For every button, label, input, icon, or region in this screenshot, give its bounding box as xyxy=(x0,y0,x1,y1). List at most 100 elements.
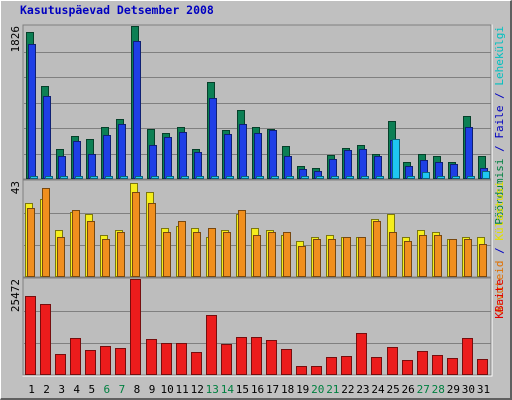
bar-bottom-kbaite-day-18 xyxy=(281,349,292,375)
x-tick-label-day-26: 26 xyxy=(402,383,415,396)
bar-mid-arvuteid-day-3 xyxy=(57,237,65,277)
legend-bottom: KBaite xyxy=(493,279,506,319)
x-tick-label-day-22: 22 xyxy=(341,383,354,396)
ymax-label-top: 1826 xyxy=(9,26,22,53)
legend-part-0: Pöördumisi xyxy=(493,158,506,224)
bar-bottom-kbaite-day-13 xyxy=(206,315,217,375)
x-tick-label-day-4: 4 xyxy=(73,383,80,396)
ymax-label-mid: 43 xyxy=(9,181,22,194)
x-tick-label-day-2: 2 xyxy=(43,383,50,396)
bar-top-faile-day-4 xyxy=(73,141,81,179)
ymax-label-bottom: 25472 xyxy=(9,279,22,312)
bar-bottom-kbaite-day-8 xyxy=(130,279,141,375)
bar-top-lehekülgi-day-23 xyxy=(361,176,369,179)
bar-bottom-kbaite-day-21 xyxy=(326,357,337,375)
x-tick-label-day-14: 14 xyxy=(221,383,235,396)
panel-top: 1826 Pöördumisi / Faile / Lehekülgi xyxy=(9,24,506,225)
bar-top-faile-day-14 xyxy=(224,134,232,179)
x-tick-label-day-12: 12 xyxy=(191,383,204,396)
bar-mid-arvuteid-day-5 xyxy=(87,221,95,277)
bar-mid-arvuteid-day-15 xyxy=(238,210,246,277)
bar-top-faile-day-7 xyxy=(118,124,126,179)
bar-mid-arvuteid-day-20 xyxy=(313,239,321,277)
bar-bottom-kbaite-day-27 xyxy=(417,351,428,375)
x-tick-label-day-16: 16 xyxy=(251,383,264,396)
bar-top-lehekülgi-day-25 xyxy=(392,139,400,179)
bar-bottom-kbaite-day-31 xyxy=(477,359,488,375)
x-tick-label-day-3: 3 xyxy=(58,383,65,396)
bar-mid-arvuteid-day-23 xyxy=(358,237,366,277)
panel-mid: 43 Arvuteid / Külastusi xyxy=(9,179,506,313)
bar-mid-arvuteid-day-9 xyxy=(148,203,156,277)
bar-top-lehekülgi-day-12 xyxy=(196,176,204,179)
legend-part-3: / xyxy=(493,86,506,106)
bar-top-lehekülgi-day-3 xyxy=(60,176,68,179)
panel-bottom: 25472 KBaite xyxy=(9,277,506,377)
bar-top-faile-day-13 xyxy=(209,98,217,179)
x-tick-label-day-1: 1 xyxy=(28,383,35,396)
legend-part-2: Faile xyxy=(493,105,506,138)
bar-bottom-kbaite-day-10 xyxy=(161,343,172,375)
bar-mid-arvuteid-day-21 xyxy=(328,239,336,277)
bar-top-lehekülgi-day-14 xyxy=(226,176,234,179)
bar-top-faile-day-8 xyxy=(133,41,141,179)
bar-top-faile-day-11 xyxy=(179,132,187,179)
x-tick-label-day-13: 13 xyxy=(206,383,219,396)
x-tick-label-day-18: 18 xyxy=(281,383,294,396)
bar-top-lehekülgi-day-9 xyxy=(151,176,159,179)
bar-top-faile-day-12 xyxy=(194,152,202,179)
x-tick-label-day-9: 9 xyxy=(149,383,156,396)
bar-top-lehekülgi-day-11 xyxy=(181,176,189,179)
bar-top-faile-day-1 xyxy=(28,44,36,179)
bar-top-faile-day-30 xyxy=(465,127,473,179)
bar-top-lehekülgi-day-7 xyxy=(120,176,128,179)
bar-bottom-kbaite-day-2 xyxy=(40,304,51,375)
bar-top-lehekülgi-day-31 xyxy=(482,171,490,179)
bar-top-faile-day-10 xyxy=(164,137,172,179)
bar-mid-arvuteid-day-14 xyxy=(223,232,231,277)
legend-part-0: Arvuteid xyxy=(493,260,506,313)
bar-top-lehekülgi-day-16 xyxy=(256,176,264,179)
bar-mid-arvuteid-day-30 xyxy=(464,239,472,277)
x-tick-label-day-31: 31 xyxy=(477,383,490,396)
bar-bottom-kbaite-day-1 xyxy=(25,296,36,375)
chart-title: Kasutuspäevad Detsember 2008 xyxy=(20,3,214,17)
bar-mid-arvuteid-day-25 xyxy=(389,232,397,277)
bar-bottom-kbaite-day-17 xyxy=(266,340,277,375)
x-tick-label-day-11: 11 xyxy=(176,383,189,396)
bar-mid-arvuteid-day-13 xyxy=(208,228,216,277)
bar-top-lehekülgi-day-20 xyxy=(316,176,324,179)
bar-bottom-kbaite-day-12 xyxy=(191,352,202,375)
bar-top-lehekülgi-day-22 xyxy=(346,176,354,179)
bar-bottom-kbaite-day-28 xyxy=(432,355,443,375)
x-tick-label-day-5: 5 xyxy=(88,383,95,396)
legend-part-0: KBaite xyxy=(493,279,506,319)
x-tick-label-day-23: 23 xyxy=(356,383,369,396)
bar-top-faile-day-9 xyxy=(149,145,157,179)
bar-top-lehekülgi-day-30 xyxy=(467,176,475,179)
x-tick-label-day-17: 17 xyxy=(266,383,279,396)
x-tick-label-day-6: 6 xyxy=(104,383,111,396)
bar-top-lehekülgi-day-29 xyxy=(452,176,460,179)
x-tick-label-day-24: 24 xyxy=(371,383,385,396)
bar-bottom-kbaite-day-15 xyxy=(236,337,247,375)
bar-top-lehekülgi-day-28 xyxy=(437,176,445,179)
bar-top-lehekülgi-day-17 xyxy=(271,176,279,179)
bar-top-faile-day-22 xyxy=(344,150,352,179)
bar-top-lehekülgi-day-19 xyxy=(301,176,309,179)
bar-bottom-kbaite-day-19 xyxy=(296,366,307,375)
bar-bottom-kbaite-day-30 xyxy=(462,338,473,375)
bar-mid-arvuteid-day-26 xyxy=(404,241,412,277)
bar-bottom-kbaite-day-3 xyxy=(55,354,66,375)
x-tick-label-day-30: 30 xyxy=(462,383,475,396)
bar-mid-arvuteid-day-31 xyxy=(479,244,487,277)
x-tick-label-day-21: 21 xyxy=(326,383,339,396)
bar-bottom-kbaite-day-24 xyxy=(371,357,382,375)
bar-top-lehekülgi-day-18 xyxy=(286,176,294,179)
x-tick-label-day-29: 29 xyxy=(447,383,460,396)
bar-top-faile-day-15 xyxy=(239,124,247,179)
legend-mid: Arvuteid / Külastusi xyxy=(493,181,506,313)
bar-top-lehekülgi-day-4 xyxy=(75,176,83,179)
